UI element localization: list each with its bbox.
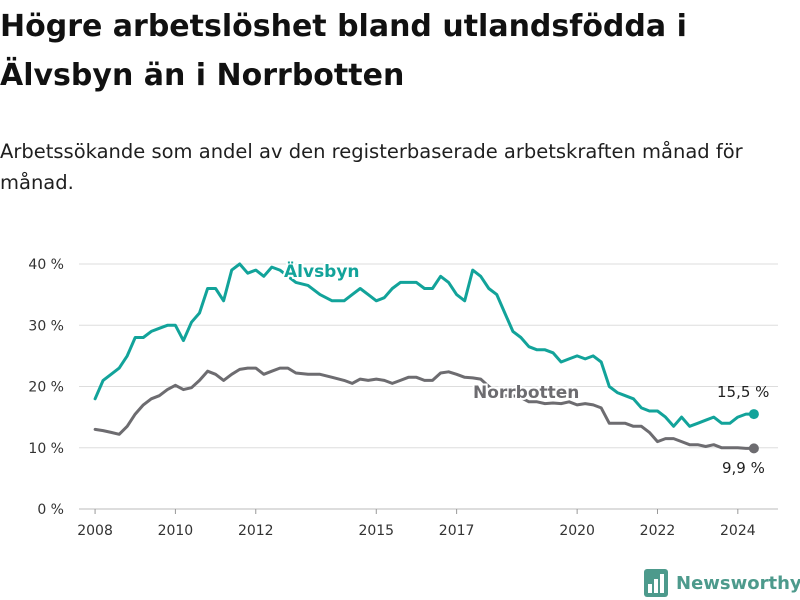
- x-tick-label-2008: 2008: [77, 523, 113, 539]
- end-point-alvsbyn: [748, 409, 759, 420]
- y-axis-ticks: 0 % 10 % 20 % 30 % 40 %: [28, 257, 64, 518]
- series-line-alvsbyn: [93, 262, 756, 428]
- x-tick-label-2020: 2020: [559, 523, 595, 539]
- y-tick-label-10: 10 %: [28, 441, 64, 457]
- y-tick-label-0: 0 %: [37, 502, 64, 518]
- y-tick-label-20: 20 %: [28, 380, 64, 396]
- series-label-alvsbyn: Älvsbyn: [284, 260, 360, 282]
- newsworthy-logo: Newsworthy: [644, 568, 800, 598]
- series-line-norrbotten: [93, 366, 756, 450]
- series-label-norrbotten: Norrbotten: [473, 383, 579, 403]
- series-labels: Älvsbyn Norrbotten 15,5 % 9,9 %: [282, 258, 769, 477]
- y-tick-label-30: 30 %: [28, 318, 64, 334]
- x-tick-label-2024: 2024: [720, 523, 756, 539]
- end-label-alvsbyn: 15,5 %: [717, 383, 769, 401]
- x-tick-label-2012: 2012: [238, 523, 274, 539]
- x-axis-ticks: 2008 2010 2012 2015 2017 2020 2022 2024: [77, 509, 756, 539]
- grid-lines: [79, 263, 778, 510]
- x-tick-label-2017: 2017: [439, 523, 475, 539]
- end-point-norrbotten: [748, 443, 759, 454]
- newsworthy-wordmark: Newsworthy: [676, 572, 800, 594]
- x-tick-label-2010: 2010: [158, 523, 194, 539]
- end-label-norrbotten: 9,9 %: [722, 459, 765, 477]
- x-tick-label-2015: 2015: [358, 523, 394, 539]
- x-tick-label-2022: 2022: [640, 523, 676, 539]
- chart-subtitle: Arbetssökande som andel av den registerb…: [0, 140, 743, 194]
- chart-title: Högre arbetslöshet bland utlandsfödda i …: [0, 9, 687, 93]
- y-tick-label-40: 40 %: [28, 257, 64, 273]
- series-lines: [93, 262, 759, 454]
- newsworthy-icon: [644, 569, 668, 597]
